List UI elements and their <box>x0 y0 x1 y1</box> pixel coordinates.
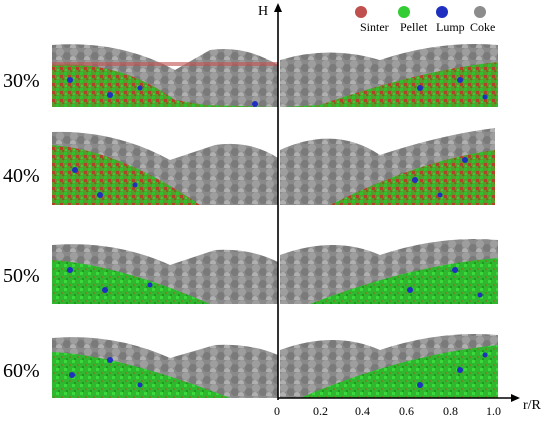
x-tick-0: 0 <box>274 404 280 418</box>
lump-swatch <box>436 6 448 18</box>
x-axis-arrow <box>511 394 520 402</box>
legend-coke <box>474 6 489 18</box>
legend-pellet-label: Pellet <box>400 20 428 34</box>
x-tick-5: 1.0 <box>486 404 501 418</box>
panel-label-50: 50% <box>3 265 40 287</box>
panel-60 <box>52 334 498 398</box>
x-tick-4: 0.8 <box>443 404 458 418</box>
legend-coke-label: Coke <box>470 20 496 34</box>
legend-sinter-label: Sinter <box>360 20 389 34</box>
lump-specks <box>67 77 488 388</box>
y-axis-arrow <box>274 3 282 12</box>
legend-pellet <box>398 6 413 18</box>
panel-30 <box>52 44 498 107</box>
x-axis-label: r/R <box>523 398 541 413</box>
panel-label-60: 60% <box>3 360 40 382</box>
x-tick-3: 0.6 <box>399 404 414 418</box>
y-axis-label: H <box>258 4 269 19</box>
legend-lump-label: Lump <box>436 20 465 34</box>
panel-label-40: 40% <box>3 165 40 187</box>
panel-40 <box>52 128 495 205</box>
pellet-swatch <box>398 6 410 18</box>
panel-50 <box>52 239 498 304</box>
x-tick-2: 0.4 <box>355 404 370 418</box>
coke-swatch <box>474 6 486 18</box>
sinter-swatch <box>355 6 367 18</box>
x-tick-1: 0.2 <box>313 404 328 418</box>
panel-label-30: 30% <box>3 70 40 92</box>
legend-sinter <box>355 6 370 18</box>
legend-lump <box>436 6 451 18</box>
